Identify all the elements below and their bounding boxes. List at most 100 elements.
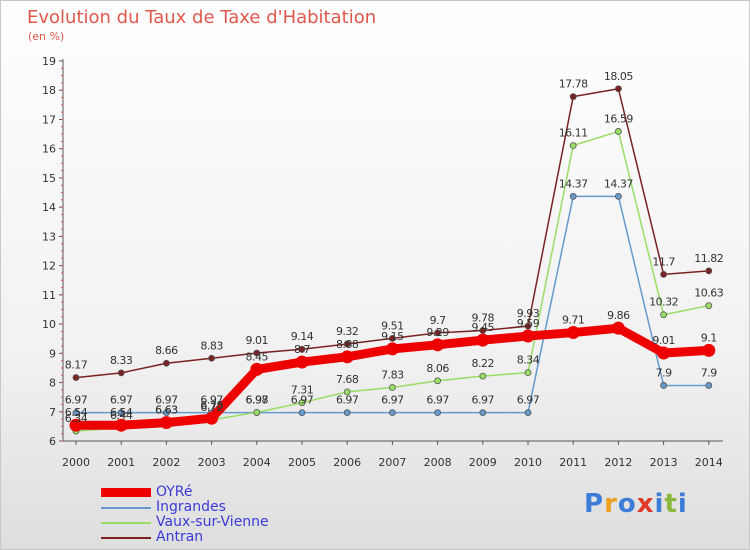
data-label: 9.32 xyxy=(336,325,359,338)
data-point xyxy=(524,409,532,417)
data-point xyxy=(615,128,622,135)
y-tick-label: 13 xyxy=(42,230,56,243)
y-tick-label: 19 xyxy=(42,55,56,68)
legend-swatch xyxy=(101,488,151,497)
data-label: 9.14 xyxy=(291,330,314,343)
data-label: 6.97 xyxy=(472,394,495,407)
y-tick-label: 7 xyxy=(49,406,56,419)
y-tick-label: 10 xyxy=(42,318,56,331)
data-point xyxy=(253,349,261,357)
data-label: 9.1 xyxy=(701,331,717,344)
y-tick-label: 12 xyxy=(42,260,56,273)
data-label: 6.97 xyxy=(336,394,359,407)
data-label: 9.01 xyxy=(652,334,675,347)
data-label: 8.22 xyxy=(472,357,495,370)
data-label: 10.32 xyxy=(649,296,678,309)
y-tick-label: 14 xyxy=(42,201,56,214)
data-label: 8.17 xyxy=(65,359,88,372)
data-label: 8.06 xyxy=(426,362,449,375)
x-tick-label: 2003 xyxy=(198,456,226,469)
data-label: 7.68 xyxy=(336,373,359,386)
data-point xyxy=(479,372,487,380)
data-point xyxy=(660,311,667,319)
data-point xyxy=(705,382,713,389)
x-tick-label: 2006 xyxy=(333,456,361,469)
data-label: 6.78 xyxy=(200,399,223,412)
data-label: 6.54 xyxy=(110,406,133,419)
data-point xyxy=(298,345,306,353)
data-point xyxy=(72,374,80,381)
legend-label: Antran xyxy=(156,529,204,545)
data-label: 17.78 xyxy=(559,78,588,91)
x-tick-label: 2007 xyxy=(378,456,406,469)
data-point xyxy=(657,346,671,360)
data-point xyxy=(117,369,125,377)
data-point xyxy=(660,270,667,278)
data-point xyxy=(434,377,442,385)
data-label: 8.45 xyxy=(246,350,269,363)
data-label: 9.78 xyxy=(472,312,495,325)
data-point xyxy=(162,409,170,417)
x-tick-label: 2013 xyxy=(650,456,678,469)
data-point xyxy=(295,355,309,369)
y-tick-label: 17 xyxy=(42,113,56,126)
data-label: 9.29 xyxy=(426,326,449,339)
legend-swatch xyxy=(101,521,151,524)
data-point xyxy=(69,418,83,432)
y-tick-label: 18 xyxy=(42,84,56,97)
data-point xyxy=(702,343,716,357)
data-label: 9.15 xyxy=(381,330,404,343)
data-label: 14.37 xyxy=(604,177,633,190)
y-tick-label: 15 xyxy=(42,172,56,185)
data-point xyxy=(569,192,577,200)
data-point xyxy=(569,142,577,149)
data-point xyxy=(343,409,351,417)
data-point xyxy=(521,329,535,343)
logo-letter: x xyxy=(636,489,655,519)
x-tick-label: 2011 xyxy=(559,456,587,469)
data-label: 8.83 xyxy=(200,339,223,352)
data-label: 9.51 xyxy=(381,319,404,332)
data-point xyxy=(162,359,170,367)
data-point xyxy=(615,85,622,93)
data-point xyxy=(343,340,351,348)
data-label: 6.44 xyxy=(110,409,133,422)
y-tick-label: 6 xyxy=(49,435,56,448)
legend-label: OYRé xyxy=(156,484,193,500)
data-label: 6.97 xyxy=(246,394,269,407)
data-label: 6.63 xyxy=(155,404,178,417)
data-label: 6.72 xyxy=(200,401,223,414)
data-label: 6.97 xyxy=(381,394,404,407)
data-label: 8.33 xyxy=(110,354,133,367)
data-point xyxy=(479,409,487,417)
logo-letter: P xyxy=(584,489,605,519)
data-point xyxy=(253,408,261,416)
data-label: 6.97 xyxy=(426,394,449,407)
data-label: 6.97 xyxy=(155,394,178,407)
data-label: 7.31 xyxy=(291,384,314,397)
x-tick-label: 2005 xyxy=(288,456,316,469)
data-point xyxy=(705,302,713,310)
y-tick-label: 8 xyxy=(49,377,56,390)
data-point xyxy=(114,418,128,432)
data-label: 7.83 xyxy=(381,369,404,382)
data-point xyxy=(566,326,580,340)
data-point xyxy=(431,338,445,352)
logo-letter: r xyxy=(604,489,618,519)
legend-swatch xyxy=(101,506,151,509)
data-label: 11.82 xyxy=(694,252,723,265)
data-point xyxy=(159,416,173,430)
x-tick-label: 2012 xyxy=(604,456,632,469)
data-label: 11.7 xyxy=(652,255,675,268)
x-tick-label: 2008 xyxy=(424,456,452,469)
data-point xyxy=(343,388,351,396)
legend-swatch xyxy=(101,536,151,539)
data-label: 6.97 xyxy=(517,394,540,407)
data-label: 7.9 xyxy=(701,366,717,379)
data-point xyxy=(205,411,219,425)
data-label: 6.63 xyxy=(155,404,178,417)
data-label: 18.05 xyxy=(604,70,633,83)
data-point xyxy=(388,409,396,417)
